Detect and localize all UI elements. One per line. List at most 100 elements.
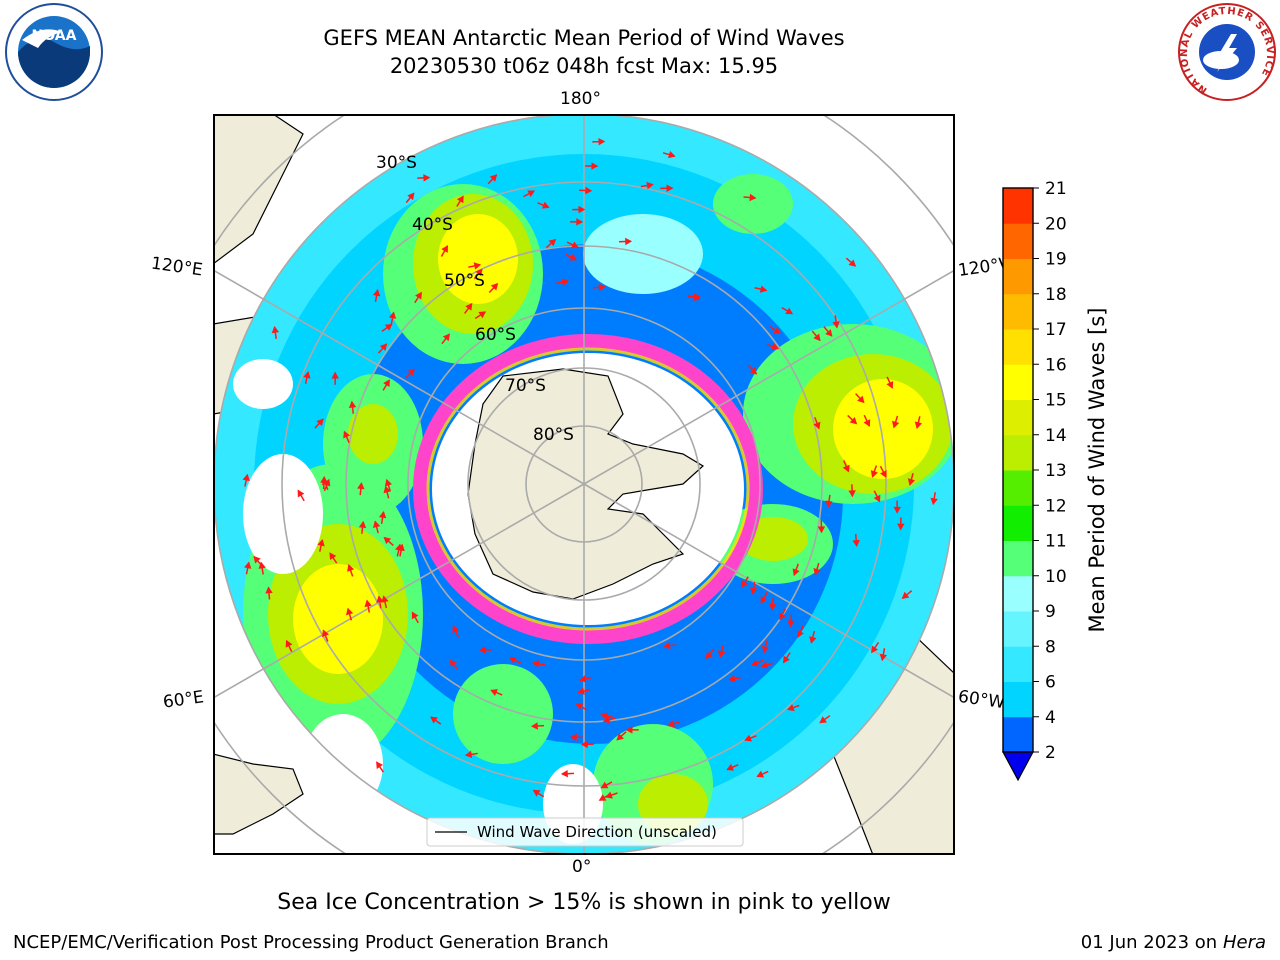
- colorbar-tick-label: 17: [1045, 320, 1067, 340]
- colorbar-tick-label: 18: [1045, 285, 1067, 305]
- wave-arrow-head: [849, 417, 858, 425]
- wave-arrow-head: [580, 740, 588, 749]
- wave-arrow-head: [452, 625, 460, 633]
- wave-arrow-head: [819, 716, 827, 724]
- legend-label: Wind Wave Direction (unscaled): [477, 823, 717, 841]
- colorbar-segment: [1003, 575, 1033, 612]
- wave-arrow-head: [372, 289, 381, 297]
- wave-arrow-head: [358, 520, 367, 529]
- wave-arrow-head: [329, 552, 337, 561]
- wave-arrow-head: [598, 137, 606, 146]
- latitude-labels: 30°S 40°S 50°S 60°S 70°S 80°S: [376, 153, 574, 445]
- colorbar-segment: [1003, 188, 1033, 224]
- wave-arrow-head: [667, 720, 675, 728]
- wave-arrow-head: [852, 539, 860, 547]
- lat-label-30s: 30°S: [376, 153, 417, 173]
- colorbar-segment: [1003, 505, 1033, 541]
- wave-arrow-head: [473, 262, 482, 270]
- colorbar-segment: [1003, 223, 1033, 259]
- wave-arrow-head: [625, 237, 633, 246]
- colorbar-tick-label: 19: [1045, 250, 1067, 270]
- wave-arrow-head: [787, 620, 795, 628]
- colorbar-tick-label: 8: [1045, 637, 1056, 657]
- wave-arrow-head: [411, 611, 419, 620]
- wave-arrow-head: [749, 193, 757, 202]
- lat-label-70s: 70°S: [505, 376, 546, 396]
- noaa-logo-text: NOAA: [32, 28, 77, 44]
- wave-arrow-head: [569, 253, 578, 261]
- wave-arrow-head: [600, 781, 609, 789]
- wave-arrow-head: [880, 470, 887, 478]
- wave-arrow-head: [364, 599, 372, 608]
- colorbar-tick-label: 2: [1045, 743, 1056, 763]
- wave-arrow-head: [825, 500, 833, 508]
- wave-arrow-head: [303, 371, 311, 379]
- wave-arrow-head: [741, 580, 749, 588]
- colorbar-segment: [1003, 434, 1033, 471]
- colorbar-tick-label: 9: [1045, 602, 1056, 622]
- wave-arrow-head: [848, 490, 856, 498]
- wave-arrow-head: [383, 485, 391, 494]
- wave-arrow-head: [771, 343, 780, 351]
- wave-arrow-head: [569, 733, 577, 741]
- colorbar-tick-label: 10: [1045, 567, 1067, 587]
- wave-arrow-head: [397, 543, 405, 552]
- wave-arrow-head: [383, 379, 390, 387]
- page-title: GEFS MEAN Antarctic Mean Period of Wind …: [323, 26, 845, 50]
- colorbar-segment: [1003, 399, 1033, 436]
- wave-arrow-head: [331, 371, 339, 379]
- colorbar-segment: [1003, 364, 1033, 400]
- wave-arrow-head: [530, 722, 538, 730]
- wave-arrow-head: [602, 716, 611, 724]
- wave-arrow-head: [832, 321, 840, 329]
- wave-arrow-head: [914, 421, 922, 430]
- wave-arrow-head: [379, 343, 388, 351]
- wave-arrow-head: [372, 520, 381, 528]
- colorbar-tick-label: 15: [1045, 391, 1067, 411]
- wave-arrow-head: [750, 659, 759, 667]
- wave-arrow-head: [532, 789, 541, 797]
- wave-arrow-head: [449, 659, 457, 668]
- colorbar-tick-label: 21: [1045, 180, 1067, 199]
- wave-arrow-head: [591, 162, 599, 170]
- wave-arrow-head: [825, 329, 833, 337]
- lat-label-50s: 50°S: [444, 271, 485, 291]
- lon-label-left-upper: 120°E: [149, 253, 204, 281]
- meridian-lines: [214, 115, 954, 854]
- wave-arrow-head: [343, 430, 351, 439]
- wave-arrow-head: [244, 561, 252, 569]
- wave-arrow-head: [605, 791, 613, 799]
- wave-arrow-head: [901, 591, 910, 599]
- colorbar-tick-label: 4: [1045, 708, 1056, 728]
- wave-arrow-head: [870, 470, 878, 478]
- wave-arrow-head: [376, 595, 384, 603]
- wave-arrow-head: [797, 630, 804, 638]
- wave-arrow-head: [907, 478, 915, 486]
- wave-arrow-head: [863, 419, 871, 427]
- wave-arrow-head: [383, 536, 392, 545]
- wave-arrow-head: [357, 482, 365, 490]
- wave-arrow-head: [348, 400, 357, 408]
- wave-arrow-head: [857, 395, 865, 404]
- lat-label-40s: 40°S: [412, 215, 453, 235]
- wave-arrow-head: [265, 586, 273, 594]
- wave-arrow-head: [561, 278, 569, 286]
- wave-arrow-head: [297, 489, 305, 498]
- wave-arrow-head: [759, 285, 768, 293]
- wave-arrow-head: [598, 283, 606, 292]
- colorbar-tick-label: 12: [1045, 496, 1067, 516]
- lon-label-left-lower: 60°E: [161, 687, 206, 713]
- wave-arrow-head: [717, 650, 726, 658]
- wave-arrow-head: [705, 651, 713, 659]
- wave-arrow-head: [430, 716, 438, 724]
- wave-arrow-head: [787, 704, 795, 712]
- wave-arrow-head: [441, 245, 448, 253]
- wave-arrow-head: [768, 603, 777, 611]
- wave-arrow-head: [560, 769, 568, 778]
- wave-arrow-head: [346, 607, 354, 616]
- wave-arrow-head: [842, 464, 850, 473]
- wave-arrow-head: [760, 595, 768, 604]
- wave-arrow-head: [871, 645, 879, 654]
- wave-arrow-head: [663, 641, 671, 650]
- page-subtitle: 20230530 t06z 048h fcst Max: 15.95: [389, 54, 779, 78]
